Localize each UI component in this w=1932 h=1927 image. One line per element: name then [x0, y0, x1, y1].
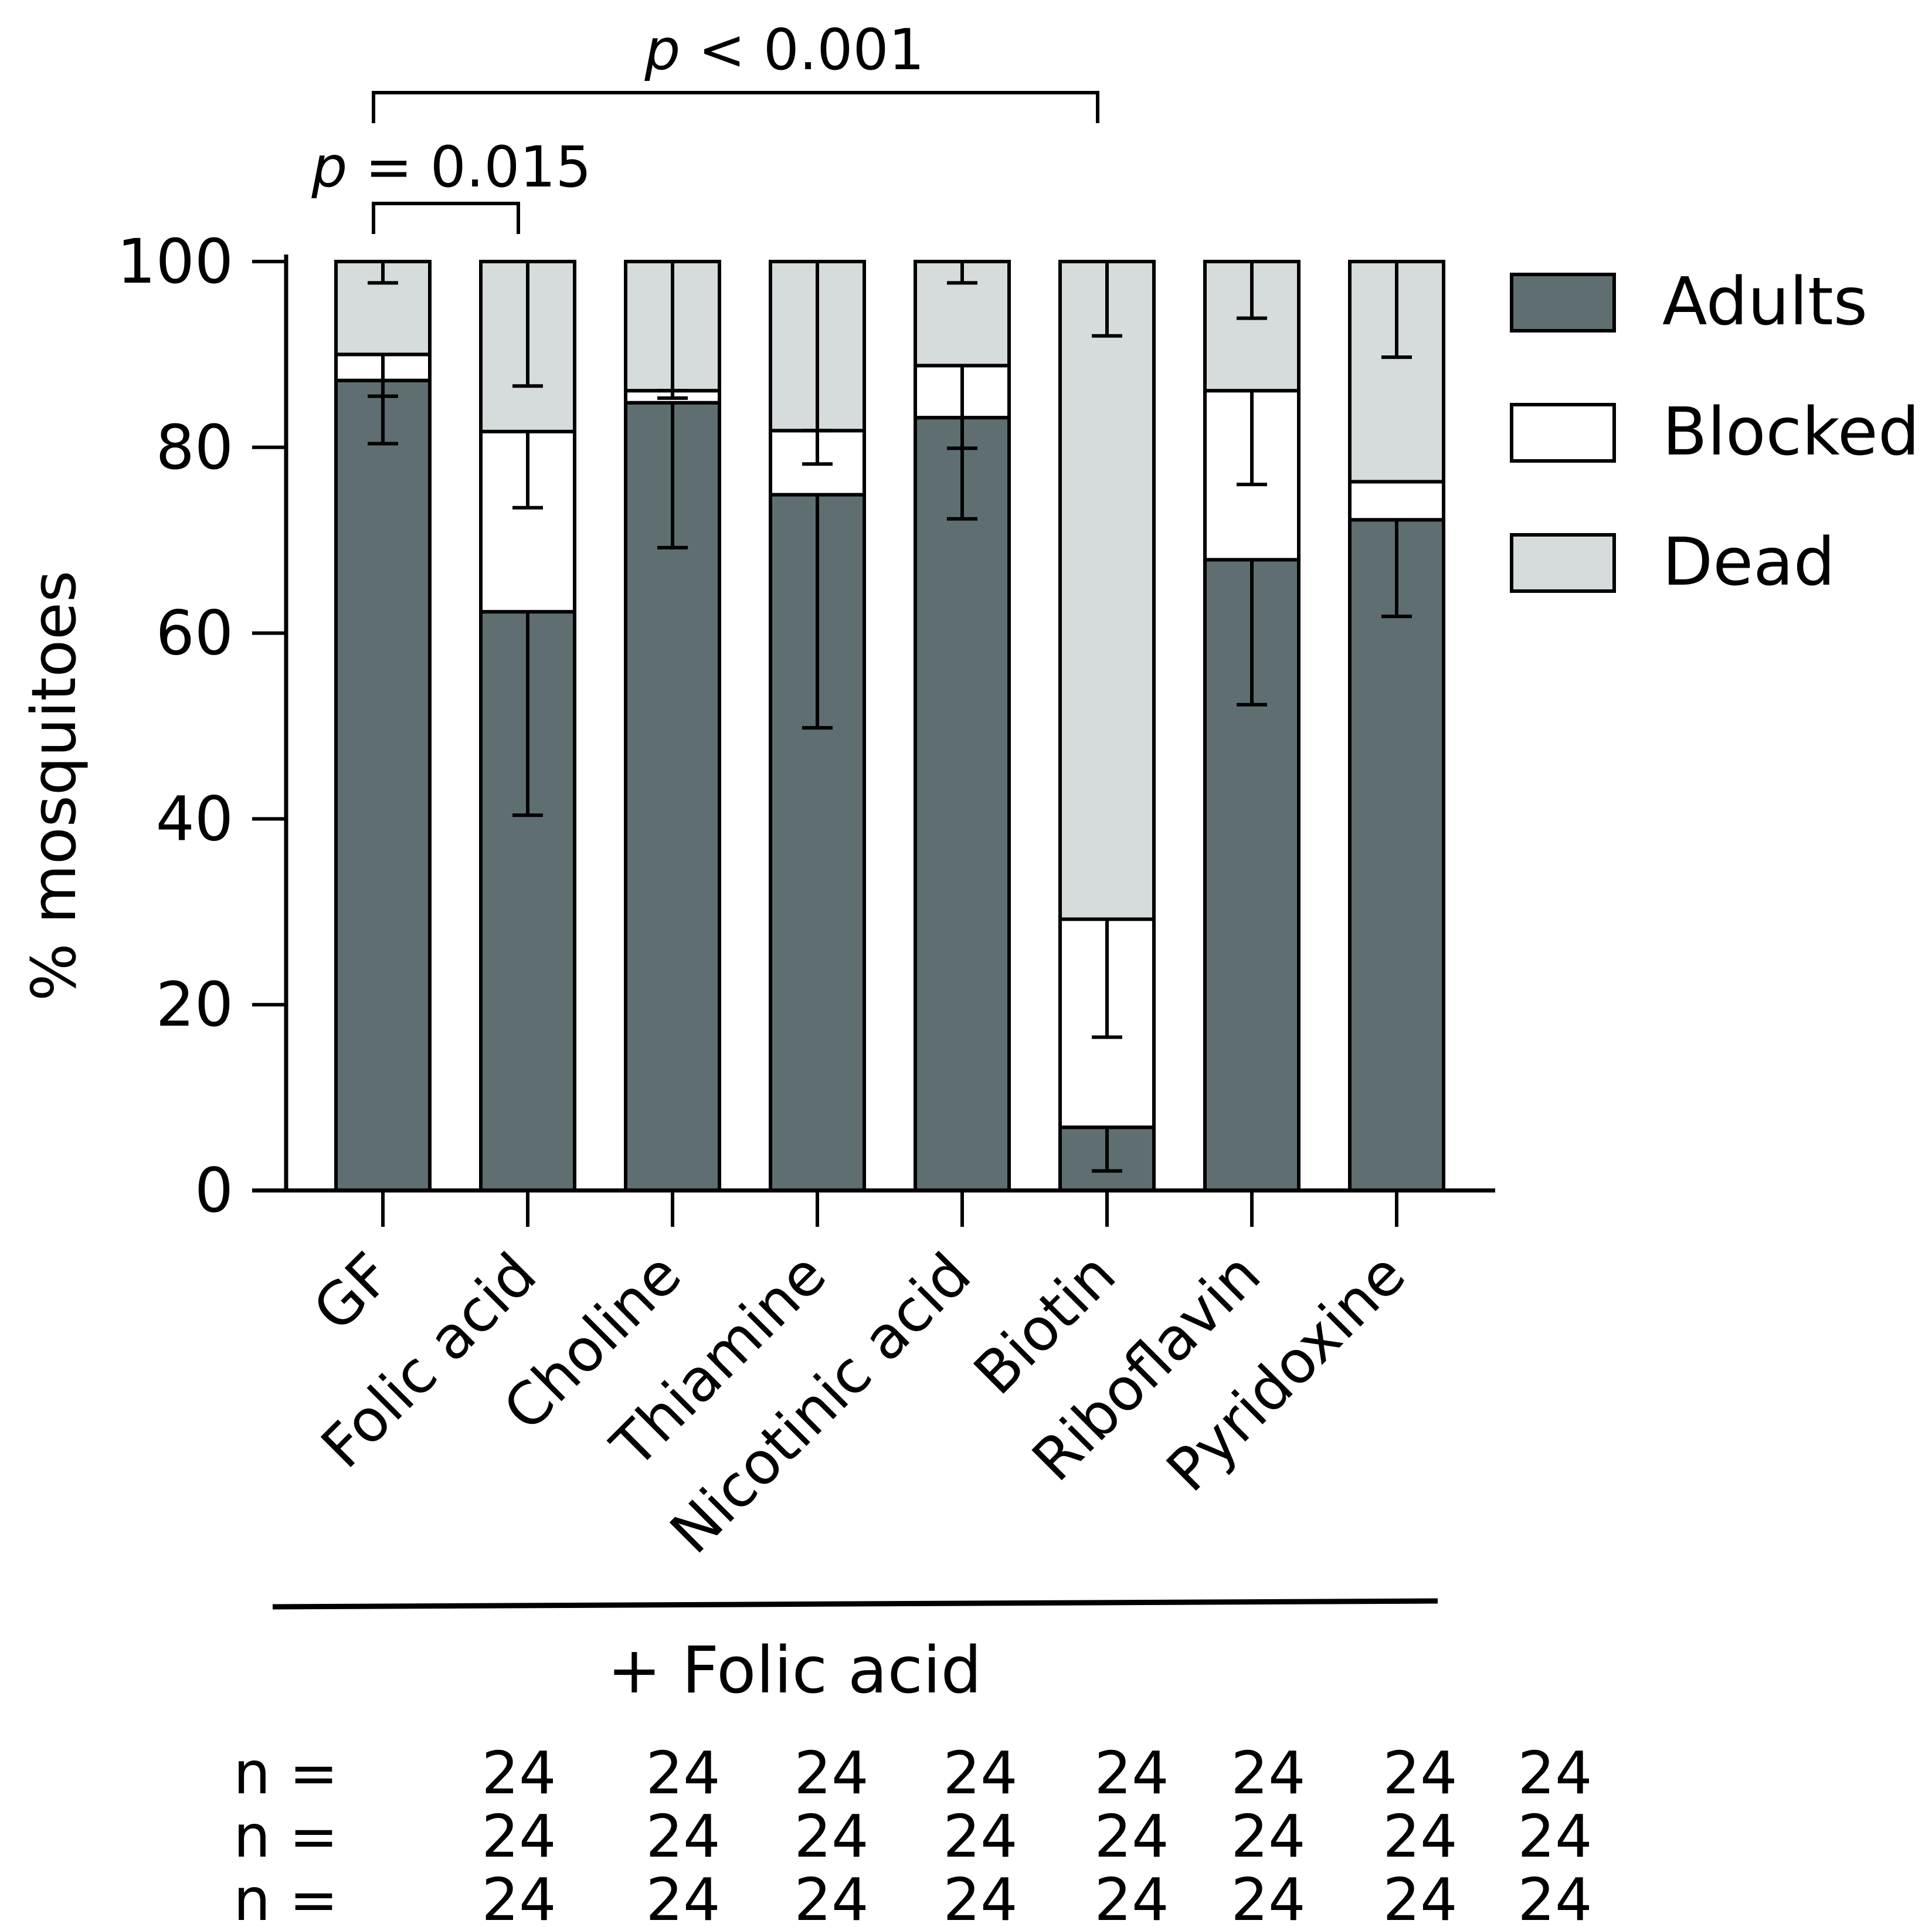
bar-folic-acid-blocked	[479, 429, 576, 614]
bar-biotin-dead	[1058, 260, 1156, 921]
error-bar-riboflavin-dead	[1237, 262, 1267, 320]
bracket-label: p < 0.001	[644, 17, 924, 83]
bracket-line	[372, 202, 520, 234]
legend-swatch	[1510, 533, 1616, 593]
error-bar-choline-dead	[657, 262, 688, 393]
n-value: 24	[481, 1802, 556, 1871]
y-tick-label: 40	[156, 783, 233, 854]
error-bar-biotin-blocked	[1092, 919, 1122, 1039]
legend-swatch	[1510, 273, 1616, 333]
n-value: 24	[1383, 1802, 1457, 1871]
legend-label: Adults	[1662, 264, 1868, 340]
n-prefix: n =	[233, 1802, 338, 1871]
error-bars-layer	[368, 262, 1412, 1173]
n-value: 24	[481, 1865, 556, 1927]
error-bar-gf-dead	[368, 262, 398, 285]
bar-nicotinic-acid-adults	[914, 416, 1011, 1192]
n-value: 24	[646, 1802, 720, 1871]
error-bar-nicotinic-acid-dead	[947, 262, 977, 285]
p-symbol: p	[311, 134, 347, 200]
y-axis-label: % mosquitoes	[18, 571, 90, 1001]
error-bar-folic-acid-dead	[512, 262, 543, 388]
error-bar-biotin-adults	[1092, 1127, 1122, 1173]
y-tick-label: 20	[156, 969, 233, 1040]
group-line	[272, 1598, 1438, 1610]
error-bar-thiamine-adults	[802, 494, 833, 730]
n-value: 24	[943, 1739, 1017, 1807]
n-value: 24	[1383, 1865, 1457, 1927]
n-row-3: n = 24 24 24 24 24 24 24 24	[233, 1865, 1593, 1927]
legend-item-blocked: Blocked	[1510, 394, 1920, 470]
error-bar-pyridoxine-dead	[1381, 262, 1412, 359]
legend-label: Blocked	[1662, 394, 1920, 470]
n-value: 24	[1517, 1739, 1592, 1807]
n-value: 24	[1094, 1802, 1169, 1871]
n-value: 24	[943, 1865, 1017, 1927]
n-value: 24	[794, 1802, 868, 1871]
error-bar-folic-acid-adults	[512, 612, 543, 817]
n-value: 24	[1383, 1739, 1457, 1807]
n-row-1: n = 24 24 24 24 24 24 24 24	[233, 1739, 1593, 1807]
p-symbol: p	[644, 17, 680, 83]
n-row-2: n = 24 24 24 24 24 24 24 24	[233, 1802, 1593, 1871]
bracket-bracket-gf-biotin: p < 0.001	[372, 17, 1099, 123]
error-bar-riboflavin-blocked	[1237, 391, 1267, 487]
n-value: 24	[1517, 1865, 1592, 1927]
error-bar-biotin-dead	[1092, 262, 1122, 338]
legend: Adults Blocked Dead	[1510, 264, 1920, 601]
y-tick-label: 0	[195, 1155, 233, 1226]
n-value: 24	[646, 1739, 720, 1807]
y-tick-label: 60	[156, 598, 233, 669]
n-value: 24	[794, 1865, 868, 1927]
n-value: 24	[794, 1739, 868, 1807]
error-bar-riboflavin-adults	[1237, 559, 1267, 707]
bar-gf-adults	[334, 378, 432, 1193]
error-bar-gf-blocked	[368, 354, 398, 398]
legend-item-adults: Adults	[1510, 264, 1868, 340]
error-bar-thiamine-blocked	[802, 430, 833, 466]
error-bar-nicotinic-acid-blocked	[947, 365, 977, 450]
bracket-label: p = 0.015	[311, 134, 591, 200]
n-prefix: n =	[233, 1739, 338, 1807]
p-value: = 0.015	[347, 134, 591, 200]
n-value: 24	[943, 1802, 1017, 1871]
n-value: 24	[1517, 1802, 1592, 1871]
n-value: 24	[1231, 1865, 1305, 1927]
legend-label: Dead	[1662, 524, 1835, 601]
p-value: < 0.001	[680, 17, 924, 83]
bar-pyridoxine-blocked	[1348, 480, 1445, 522]
error-bar-folic-acid-blocked	[512, 431, 543, 510]
n-value: 24	[1094, 1865, 1169, 1927]
error-bar-pyridoxine-adults	[1381, 520, 1412, 619]
legend-item-dead: Dead	[1510, 524, 1835, 601]
y-tick-label: 80	[156, 412, 233, 483]
y-tick-label: 100	[117, 226, 233, 297]
n-value: 24	[1231, 1802, 1305, 1871]
x-tick-label-gf: GF	[300, 1240, 405, 1344]
error-bar-choline-adults	[657, 402, 688, 549]
n-value: 24	[646, 1865, 720, 1927]
error-bar-thiamine-dead	[802, 262, 833, 433]
n-value: 24	[481, 1739, 556, 1807]
group-label: + Folic acid	[607, 1633, 982, 1708]
legend-swatch	[1510, 403, 1616, 463]
bar-pyridoxine-adults	[1348, 518, 1445, 1192]
bracket-line	[372, 91, 1099, 123]
bracket-bracket-gf-folic: p = 0.015	[311, 134, 592, 234]
n-prefix: n =	[233, 1865, 338, 1927]
bars-layer	[334, 260, 1445, 1193]
n-value: 24	[1094, 1739, 1169, 1807]
n-value: 24	[1231, 1739, 1305, 1807]
